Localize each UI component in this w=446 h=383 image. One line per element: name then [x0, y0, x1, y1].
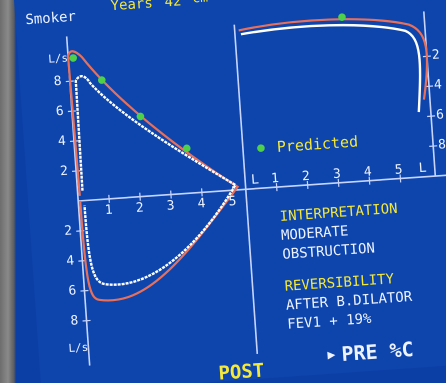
x-tick-right-1: 1: [270, 170, 280, 187]
y-tick-lower-6: 6: [67, 283, 77, 299]
x-tick-right-2: 2: [301, 168, 311, 185]
x-tick-left-1: 1: [104, 202, 114, 219]
x-unit-right: L: [418, 160, 428, 177]
predicted-panel-divider: [233, 24, 247, 190]
x-tick-right-5: 5: [394, 162, 404, 178]
post-loop-curve: [74, 75, 238, 286]
x-tick-right-4: 4: [363, 164, 373, 180]
spirometer-screen: Smoker Years 42 cm: [14, 0, 446, 383]
y-tick-right-8: 8: [437, 137, 446, 153]
y-tick-right-2: 2: [431, 47, 441, 63]
y-tick-upper-8: 8: [53, 73, 63, 90]
y-tick-upper-4: 4: [57, 133, 67, 150]
right-y-axis: [422, 11, 437, 177]
volume-x-axis: [78, 174, 446, 202]
y-tick-lower-2: 2: [63, 223, 73, 240]
x-tick-left-4: 4: [197, 196, 207, 212]
x-tick-left-5: 5: [228, 193, 237, 210]
lower-divider: [244, 189, 259, 354]
pre-predicted-curve: [238, 18, 429, 100]
y-tick-upper-2: 2: [59, 163, 69, 180]
lower-y-unit: L/s: [67, 340, 89, 356]
y-tick-lower-8: 8: [70, 313, 79, 329]
pre-arrow-icon: ▶: [327, 347, 336, 363]
predicted-points: [69, 13, 346, 153]
axis-ticks: [65, 55, 438, 322]
y-tick-right-4: 4: [433, 77, 443, 93]
x-tick-right-3: 3: [332, 166, 342, 183]
pre-percent-button[interactable]: PRE %C: [340, 337, 415, 366]
x-tick-left-3: 3: [166, 198, 176, 214]
flow-volume-plot: [65, 11, 446, 366]
x-unit-left: L: [250, 172, 260, 188]
pre-loop-curve: [66, 50, 240, 302]
y-tick-upper-6: 6: [55, 103, 65, 120]
upper-y-unit: L/s: [47, 51, 69, 66]
post-predicted-curve: [240, 23, 422, 113]
post-button[interactable]: POST: [217, 359, 265, 383]
x-tick-left-2: 2: [135, 200, 145, 216]
y-tick-lower-4: 4: [65, 253, 75, 269]
y-tick-right-6: 6: [435, 107, 445, 123]
